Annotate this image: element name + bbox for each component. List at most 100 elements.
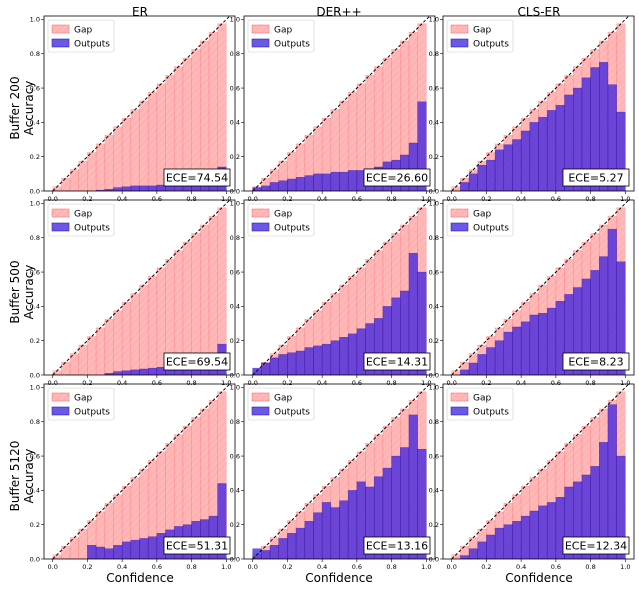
gap-hatch-er-buffer-5120-15 [182,426,192,559]
perfect-calibration-line-er-buffer-500 [52,200,231,375]
panel-cls-er-buffer-500: 0.0 0.2 0.4 0.6 0.8 1.0 0.0 0.2 0.4 0.6 0.8 1.0 Gap O… [429,199,635,387]
x-tick-label-cls-er-buffer-200-2: 0.4 [516,195,526,203]
y-tick-label-er-buffer-500-0: 0.0 [30,371,40,379]
y-tick-label-er-buffer-5120-3: 0.6 [30,452,40,460]
gap-hatch-cls-er-buffer-5120-1 [460,546,470,559]
row-label-buffer-500: Buffer 500 Accuracy [8,260,36,323]
row-label-buffer-5120: Buffer 5120 Accuracy [8,441,36,512]
legend-swatch-outputs-derpppp-buffer-500 [251,222,270,232]
x-tick-label-cls-er-buffer-5120-3: 0.6 [551,563,561,571]
output-bar-cls-er-buffer-5120-3 [477,541,487,559]
x-tick-label-cls-er-buffer-200-4: 0.8 [585,195,595,203]
gap-hatch-er-buffer-5120-13 [165,443,175,559]
y-tick-label-cls-er-buffer-200-2: 0.4 [429,119,439,127]
gap-hatch-derpppp-buffer-500-6 [304,319,314,375]
gap-hatch-er-buffer-500-13 [165,259,175,375]
legend-swatch-gap-hatch-cls-er-buffer-200 [451,25,468,33]
legend-swatch-gap-hatch-er-buffer-200 [52,25,69,33]
plot-area-derpppp-buffer-5120 [252,384,431,559]
row-label-buffer-5120-line2: Accuracy [22,449,36,504]
gap-hatch-derpppp-buffer-200-2 [270,169,279,191]
x-tick-label-cls-er-buffer-500-5: 1.0 [620,379,630,387]
plot-area-cls-er-buffer-500 [451,200,630,375]
output-bar-cls-er-buffer-5120-19 [616,455,626,559]
gap-hatch-cls-er-buffer-500-0 [451,370,461,375]
x-tick-label-cls-er-buffer-5120-0: 0.0 [447,563,457,571]
x-tick-label-er-buffer-500-4: 0.8 [186,379,196,387]
y-tick-label-cls-er-buffer-5120-5: 1.0 [429,384,439,392]
panel-cls-er-buffer-5120: 0.0 0.2 0.4 0.6 0.8 1.0 0.0 0.2 0.4 0.6 0.8 1.0 Gap O… [429,383,635,571]
plot-area-er-buffer-200 [52,16,231,191]
output-bar-derpppp-buffer-200-5 [295,177,306,191]
ece-box-er-buffer-200 [163,168,231,187]
gap-hatch-derpppp-buffer-200-10 [339,100,349,191]
gap-hatch-derpppp-buffer-200-9 [330,109,340,191]
x-tick-label-derpppp-buffer-5120-4: 0.8 [386,563,396,571]
x-tick-label-cls-er-buffer-500-0: 0.0 [447,379,457,387]
y-tick-label-er-buffer-200-1: 0.2 [30,153,40,161]
y-tick-label-derpppp-buffer-5120-2: 0.4 [230,487,240,495]
x-tick-label-cls-er-buffer-200-3: 0.6 [551,195,561,203]
gap-hatch-er-buffer-5120-4 [87,520,97,559]
x-tick-label-er-buffer-5120-0: 0.0 [48,563,58,571]
y-tick-label-cls-er-buffer-500-5: 1.0 [429,200,439,208]
y-tick-label-derpppp-buffer-200-0: 0.0 [230,187,240,195]
gap-hatch-cls-er-buffer-200-0 [451,186,461,191]
output-bar-er-buffer-5120-4 [87,545,97,559]
panel-er-buffer-200: 0.0 0.2 0.4 0.6 0.8 1.0 0.0 0.2 0.4 0.6 0.8 1.0 Gap O… [30,15,236,203]
gap-hatch-derpppp-buffer-200-13 [365,75,375,191]
output-bar-derpppp-buffer-200-7 [313,173,323,191]
x-tick-label-derpppp-buffer-500-3: 0.6 [352,379,362,387]
y-tick-label-er-buffer-5120-5: 1.0 [30,384,40,392]
gap-hatch-er-buffer-5120-7 [113,494,123,559]
x-tick-label-derpppp-buffer-200-3: 0.6 [352,195,362,203]
y-tick-label-er-buffer-500-5: 1.0 [30,200,40,208]
y-tick-label-cls-er-buffer-500-4: 0.8 [429,234,439,242]
output-bar-derpppp-buffer-500-19 [417,271,427,375]
ece-badge-er-buffer-500: ECE=69.54 [163,352,231,371]
output-bar-er-buffer-200-10 [139,185,149,191]
gap-hatch-er-buffer-200-4 [87,152,97,191]
output-bar-derpppp-buffer-200-4 [287,178,297,191]
panel-er-buffer-5120: 0.0 0.2 0.4 0.6 0.8 1.0 0.0 0.2 0.4 0.6 0.8 1.0 Gap O… [30,383,236,571]
output-bar-derpppp-buffer-200-11 [347,170,358,191]
gap-hatch-er-buffer-200-17 [200,40,209,191]
x-tick-label-derpppp-buffer-500-4: 0.8 [386,379,396,387]
gap-hatch-derpppp-buffer-500-10 [339,284,349,375]
x-tick-label-derpppp-buffer-200-1: 0.2 [282,195,292,203]
y-tick-label-derpppp-buffer-200-5: 1.0 [230,16,240,24]
ece-value-cls-er-buffer-500: ECE=8.23 [568,356,623,369]
gap-hatch-er-buffer-500-9 [130,293,140,375]
gap-hatch-er-buffer-200-2 [70,169,79,191]
output-bar-derpppp-buffer-5120-4 [287,533,297,559]
ece-badge-cls-er-buffer-200: ECE=5.27 [562,168,630,187]
output-bar-derpppp-buffer-200-10 [339,171,349,191]
ece-box-cls-er-buffer-500 [562,352,630,371]
output-bar-cls-er-buffer-200-19 [616,111,626,191]
gap-hatch-er-buffer-200-15 [182,58,192,191]
panel-frame-er-buffer-5120 [43,383,236,560]
gap-hatch-derpppp-buffer-500-7 [313,310,323,375]
ece-badge-derpppp-buffer-200: ECE=26.60 [363,168,431,187]
x-tick-label-er-buffer-200-1: 0.2 [82,195,92,203]
x-tick-label-cls-er-buffer-5120-4: 0.8 [585,563,595,571]
legend-swatch-outputs-derpppp-buffer-5120 [251,406,270,416]
x-tick-label-derpppp-buffer-5120-0: 0.0 [248,563,258,571]
output-bar-cls-er-buffer-200-2 [468,173,478,191]
y-tick-label-er-buffer-5120-0: 0.0 [30,555,40,563]
ece-badge-derpppp-buffer-500: ECE=14.31 [363,352,431,371]
y-tick-label-derpppp-buffer-200-3: 0.6 [230,84,240,92]
x-tick-label-derpppp-buffer-5120-3: 0.6 [352,563,362,571]
gap-hatch-er-buffer-5120-16 [191,417,201,559]
output-bar-derpppp-buffer-5120-6 [304,521,314,559]
output-bar-er-buffer-200-11 [147,185,158,191]
y-tick-label-derpppp-buffer-200-1: 0.2 [230,153,240,161]
output-bar-cls-er-buffer-5120-4 [486,534,496,559]
gap-hatch-er-buffer-5120-11 [148,460,157,559]
gap-hatch-er-buffer-5120-2 [70,537,79,559]
output-bar-derpppp-buffer-500-7 [313,345,323,375]
gap-hatch-er-buffer-5120-14 [174,434,183,559]
panel-derpppp-buffer-5120: 0.0 0.2 0.4 0.6 0.8 1.00.00.20.40.60.81.0GapO… [230,383,436,571]
output-bar-derpppp-buffer-200-1 [261,185,271,191]
